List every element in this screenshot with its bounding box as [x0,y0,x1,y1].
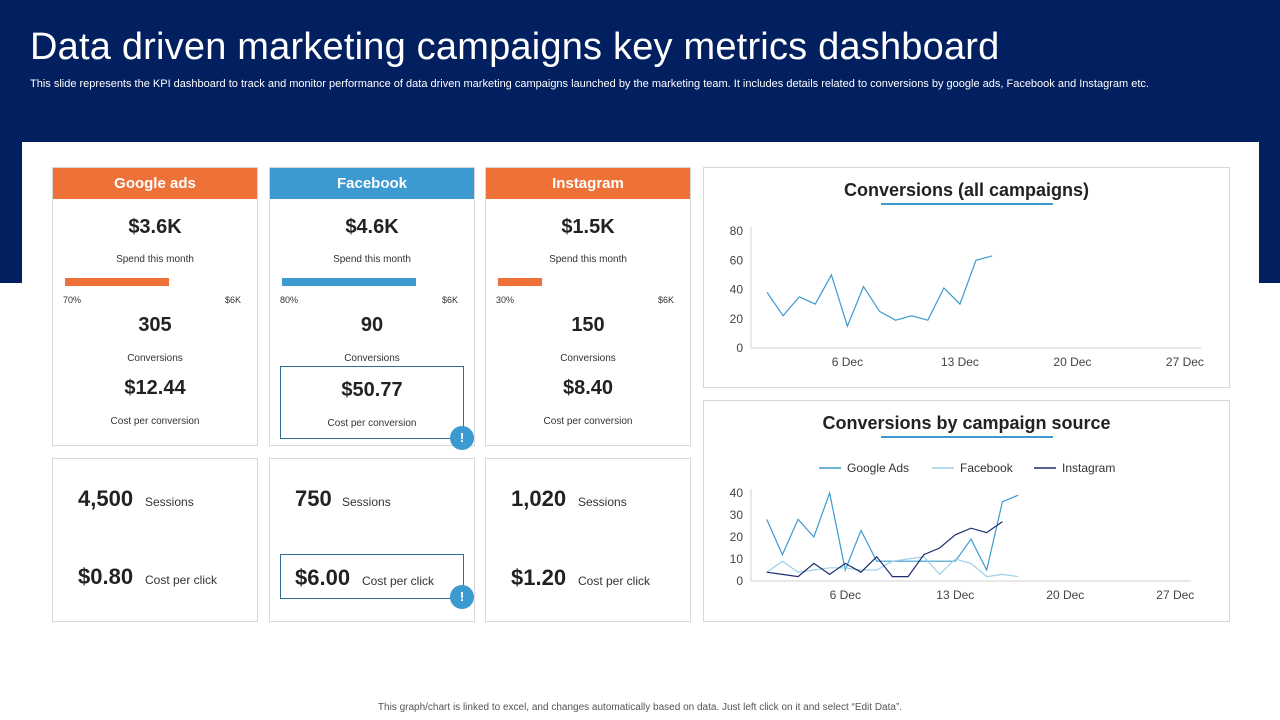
legend-label: Facebook [960,461,1014,475]
spend-label: Spend this month [549,254,627,265]
multi-line-chart: 0 10 20 30 40 6 Dec 13 Dec 20 Dec 27 Dec Google A… [730,461,1195,602]
spend-label: Spend this month [116,254,194,265]
conversions-value: 150 [571,314,605,336]
y-tick-label: 80 [730,224,744,238]
spend-progress-fill [282,278,416,286]
sessions-value: 4,500 [78,486,134,511]
cost-per-click-label: Cost per click [578,574,651,588]
sessions-label: Sessions [342,495,391,509]
card-header: Facebook [270,168,474,199]
y-tick-label: 40 [730,283,744,297]
page-subtitle: This slide represents the KPI dashboard … [30,78,1149,90]
progress-max: $6K [657,295,674,305]
y-tick-label: 0 [736,341,743,355]
facebook-card: Facebook $4.6K Spend this month 80% $6K … [269,167,475,446]
x-tick-label: 20 Dec [1053,355,1091,369]
cost-per-conversion-value: $8.40 [562,377,614,399]
progress-percent: 70% [63,295,82,305]
spend-label: Spend this month [333,254,411,265]
cost-per-conversion-label: Cost per conversion [327,418,417,429]
facebook-sessions-card: 750 Sessions $6.00 Cost per click [269,458,475,622]
title-underline [881,436,1053,438]
y-tick-label: 60 [730,253,744,267]
google-ads-sessions-card: 4,500 Sessions $0.80 Cost per click [52,458,258,622]
spend-progress-fill [65,278,170,286]
title-underline [881,203,1053,205]
x-tick-label: 13 Dec [941,355,979,369]
cost-per-click-value: $0.80 [78,564,134,589]
sessions-value: 750 [295,486,332,511]
series-line-google-ads [766,490,1019,573]
google-ads-card: Google ads $3.6K Spend this month 70% $6… [52,167,258,446]
spend-progress-bar [498,278,672,286]
progress-max: $6K [224,295,241,305]
legend-label: Google Ads [847,461,909,475]
cost-per-conversion-label: Cost per conversion [543,416,633,427]
chart-title: Conversions by campaign source [822,413,1111,433]
footnote: This graph/chart is linked to excel, and… [377,702,903,713]
y-tick-label: 20 [730,530,744,544]
cost-per-click-value: $1.20 [511,565,567,590]
highlight-box [280,366,464,439]
progress-percent: 80% [280,295,299,305]
cost-per-click-label: Cost per click [362,574,435,588]
page-title: Data driven marketing campaigns key metr… [30,26,1000,68]
alert-icon[interactable]: ! [450,426,474,450]
spend-progress-bar [282,278,456,286]
conversions-label: Conversions [344,353,400,364]
x-tick-label: 27 Dec [1156,588,1194,602]
card-header: Instagram [486,168,690,199]
y-tick-label: 40 [730,486,744,500]
cost-per-conversion-value: $12.44 [124,377,186,399]
chart-title: Conversions (all campaigns) [843,180,1090,200]
spend-progress-fill [498,278,542,286]
x-tick-label: 6 Dec [832,355,863,369]
sessions-label: Sessions [145,495,194,509]
x-tick-label: 13 Dec [936,588,974,602]
y-tick-label: 0 [736,574,743,588]
conversions-by-source-chart-card: Conversions by campaign source 0 10 20 30 40… [703,400,1230,622]
conversions-all-chart-card: Conversions (all campaigns) 0 20 40 60 80 6 D… [703,167,1230,388]
cost-per-conversion-value: $50.77 [341,379,403,401]
conversions-label: Conversions [560,353,616,364]
series-line-instagram [766,521,1003,578]
card-header: Google ads [53,168,257,199]
series-line-0 [766,255,993,328]
series-line-facebook [766,556,1019,578]
highlight-box [280,554,464,599]
x-tick-label: 6 Dec [830,588,861,602]
progress-percent: 30% [496,295,515,305]
cost-per-click-value: $6.00 [295,565,351,590]
conversions-value: 90 [360,314,384,336]
legend-label: Instagram [1062,461,1115,475]
x-tick-label: 20 Dec [1046,588,1084,602]
conversions-value: 305 [138,314,172,336]
sessions-value: 1,020 [511,486,567,511]
x-tick-label: 27 Dec [1166,355,1204,369]
line-chart: 0 20 40 60 80 6 Dec 13 Dec 20 Dec 27 Dec [730,224,1204,369]
spend-value: $4.6K [345,216,399,238]
cost-per-click-label: Cost per click [145,573,218,587]
cost-per-conversion-label: Cost per conversion [110,416,200,427]
instagram-sessions-card: 1,020 Sessions $1.20 Cost per click [485,458,691,622]
instagram-card: Instagram $1.5K Spend this month 30% $6K… [485,167,691,446]
progress-max: $6K [441,295,458,305]
y-tick-label: 10 [730,552,744,566]
conversions-label: Conversions [127,353,183,364]
spend-value: $1.5K [561,216,615,238]
y-tick-label: 30 [730,508,744,522]
sessions-label: Sessions [578,495,627,509]
alert-icon[interactable]: ! [450,585,474,609]
spend-progress-bar [65,278,239,286]
spend-value: $3.6K [128,216,182,238]
y-tick-label: 20 [730,312,744,326]
